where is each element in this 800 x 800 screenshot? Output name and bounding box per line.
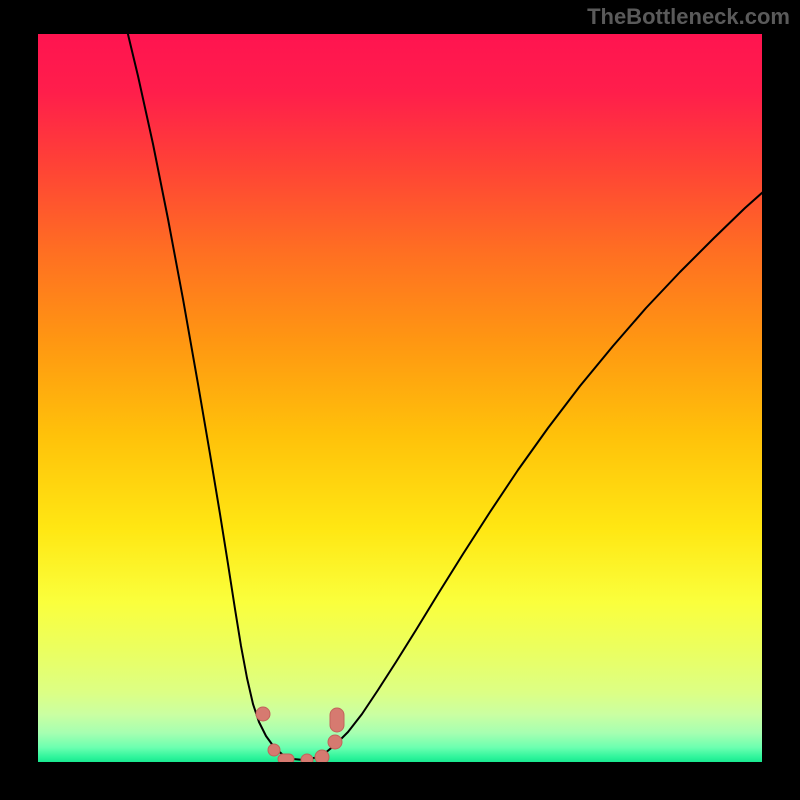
curve-layer <box>38 34 762 762</box>
data-marker <box>330 708 344 732</box>
data-marker <box>256 707 270 721</box>
plot-area <box>38 34 762 762</box>
bottleneck-curve <box>126 34 762 760</box>
data-marker <box>328 735 342 749</box>
watermark-text: TheBottleneck.com <box>587 4 790 30</box>
chart-stage: TheBottleneck.com <box>0 0 800 800</box>
data-marker <box>268 744 280 756</box>
data-markers <box>256 707 344 762</box>
data-marker <box>278 754 294 762</box>
data-marker <box>315 750 329 762</box>
data-marker <box>301 754 313 762</box>
